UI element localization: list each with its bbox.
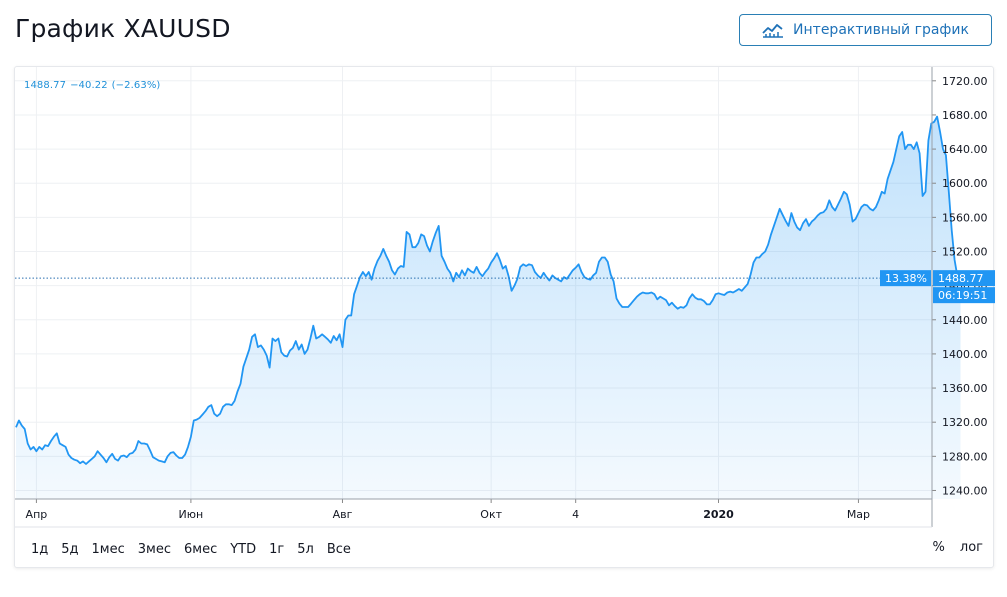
x-tick-label: Окт [480,508,502,521]
time-label: 06:19:51 [938,289,987,302]
legend-change-pct: (−2.63%) [111,80,161,91]
chart-card: 1240.00 1280.00 1320.00 1360.00 1400.00 1440.… [14,66,995,568]
range-1m-button[interactable]: 1мес [91,542,125,557]
legend-change: −40.22 [70,80,108,91]
y-tick-label: 1440.00 [942,314,988,327]
pct-badge [880,270,931,287]
chart-icon [762,24,784,38]
range-1d-button[interactable]: 1д [31,542,49,557]
x-tick-label: Авг [333,508,353,521]
area-fill [15,115,961,499]
interactive-chart-label: Интерактивный график [793,22,969,38]
log-scale-button[interactable]: лог [959,540,983,555]
x-tick-label: Июн [179,508,204,521]
x-tick-label: Апр [26,508,48,521]
time-badge [933,287,995,304]
y-tick-label: 1600.00 [942,177,988,190]
y-tick-label: 1720.00 [942,75,988,88]
range-6m-button[interactable]: 6мес [184,542,218,557]
y-tick-label: 1240.00 [942,484,988,497]
y-tick-label: 1640.00 [942,143,988,156]
pct-label: 13.38% [885,272,927,285]
price-line [15,115,961,465]
price-labels: 1488.77 06:19:51 13.38% [15,270,995,304]
y-tick-label: 1400.00 [942,348,988,361]
current-price-badge [933,270,995,287]
x-tick-label: 4 [572,508,579,521]
range-3m-button[interactable]: 3мес [137,542,171,557]
legend-price: 1488.77 [24,80,67,91]
percent-scale-button[interactable]: % [932,540,945,555]
legend: 1488.77 −40.22 (−2.63%) [24,80,164,91]
range-5y-button[interactable]: 5л [297,542,314,557]
page-title: График XAUUSD [15,14,231,43]
range-1y-button[interactable]: 1г [269,542,285,557]
range-ytd-button[interactable]: YTD [230,542,257,557]
axes: 1240.00 1280.00 1320.00 1360.00 1400.00 1440.… [15,67,988,528]
range-5d-button[interactable]: 5д [61,542,79,557]
y-tick-label: 1360.00 [942,382,988,395]
x-tick-label: Мар [847,508,870,521]
range-selector: 1д 5д 1мес 3мес 6мес YTD 1г 5л Все [31,540,364,559]
y-tick-label: 1680.00 [942,109,988,122]
area-shape [16,116,961,499]
y-tick-label: 1520.00 [942,245,988,258]
y-tick-label: 1320.00 [942,416,988,429]
y-tick-label: 1280.00 [942,450,988,463]
y-tick-label: 1560.00 [942,211,988,224]
current-price-label: 1488.77 [938,272,984,285]
interactive-chart-button[interactable]: Интерактивный график [739,14,992,46]
range-all-button[interactable]: Все [326,542,351,557]
x-tick-label: 2020 [703,508,734,521]
scale-selector: % лог [918,540,983,555]
price-chart[interactable]: 1240.00 1280.00 1320.00 1360.00 1400.00 1440.… [15,67,995,597]
